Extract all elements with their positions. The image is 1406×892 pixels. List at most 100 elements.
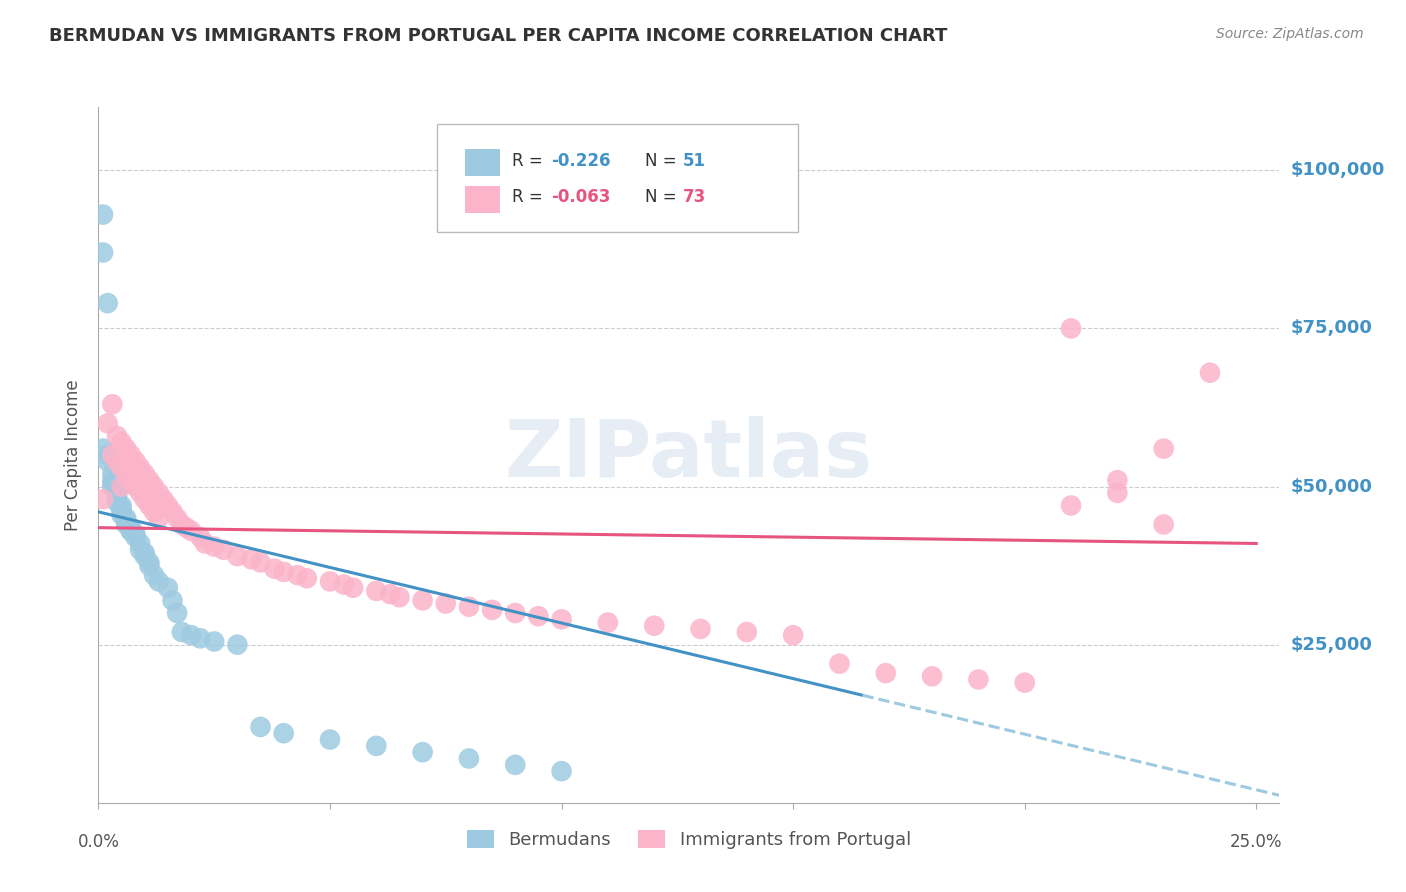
Point xyxy=(129,486,152,500)
Point xyxy=(101,473,124,487)
Point xyxy=(138,558,160,573)
Point xyxy=(782,628,804,642)
Point xyxy=(1060,499,1083,513)
Point xyxy=(124,527,146,541)
Point xyxy=(643,618,665,632)
Point xyxy=(134,492,156,507)
Legend: Bermudans, Immigrants from Portugal: Bermudans, Immigrants from Portugal xyxy=(460,822,918,856)
Point xyxy=(124,454,146,468)
Point xyxy=(91,208,114,222)
Text: $50,000: $50,000 xyxy=(1291,477,1372,496)
Point xyxy=(503,606,526,620)
Text: $75,000: $75,000 xyxy=(1291,319,1372,337)
Text: ZIPatlas: ZIPatlas xyxy=(505,416,873,494)
Point xyxy=(97,448,120,462)
Point xyxy=(380,587,402,601)
Text: 73: 73 xyxy=(683,188,706,206)
Text: -0.226: -0.226 xyxy=(551,152,610,169)
FancyBboxPatch shape xyxy=(437,124,797,232)
Point xyxy=(152,492,174,507)
Point xyxy=(240,552,263,566)
Point xyxy=(101,448,124,462)
Point xyxy=(110,479,132,493)
Point xyxy=(596,615,619,630)
Point xyxy=(202,634,225,648)
Point xyxy=(110,499,132,513)
Point xyxy=(226,549,249,563)
Point xyxy=(550,612,572,626)
Point xyxy=(166,511,188,525)
Text: $100,000: $100,000 xyxy=(1291,161,1385,179)
Point xyxy=(166,606,188,620)
Point xyxy=(105,492,128,507)
FancyBboxPatch shape xyxy=(464,150,501,176)
Point xyxy=(735,625,758,640)
Text: 51: 51 xyxy=(683,152,706,169)
Point xyxy=(91,492,114,507)
Point xyxy=(120,524,142,538)
Point xyxy=(1014,675,1036,690)
Point xyxy=(129,536,152,550)
Point xyxy=(689,622,711,636)
Point xyxy=(105,486,128,500)
Text: N =: N = xyxy=(645,188,682,206)
Point xyxy=(110,460,132,475)
Point xyxy=(263,562,285,576)
Point xyxy=(162,593,184,607)
Point xyxy=(249,720,271,734)
Point xyxy=(188,632,211,646)
Text: N =: N = xyxy=(645,152,682,169)
Point xyxy=(342,581,364,595)
Point xyxy=(143,479,166,493)
Point xyxy=(97,417,120,431)
Point xyxy=(249,556,271,570)
Point xyxy=(1199,366,1222,380)
Text: 25.0%: 25.0% xyxy=(1230,833,1282,851)
Point xyxy=(273,565,295,579)
Point xyxy=(124,479,146,493)
Point xyxy=(110,505,132,519)
Point xyxy=(366,583,388,598)
Point xyxy=(458,599,481,614)
Point xyxy=(115,442,138,456)
Point xyxy=(1060,321,1083,335)
Text: R =: R = xyxy=(512,188,548,206)
Point xyxy=(412,745,434,759)
Point xyxy=(176,521,198,535)
Point xyxy=(138,499,160,513)
Point xyxy=(120,473,142,487)
Point xyxy=(550,764,572,779)
Point xyxy=(105,495,128,509)
Point xyxy=(143,568,166,582)
Point xyxy=(527,609,550,624)
Point xyxy=(148,511,170,525)
Point xyxy=(481,603,503,617)
Text: $25,000: $25,000 xyxy=(1291,636,1372,654)
Point xyxy=(828,657,851,671)
Point xyxy=(101,397,124,411)
Point xyxy=(129,460,152,475)
Point xyxy=(97,296,120,310)
Point xyxy=(124,530,146,544)
Point xyxy=(115,511,138,525)
Point xyxy=(188,530,211,544)
Point xyxy=(115,517,138,532)
Point xyxy=(170,517,193,532)
Point xyxy=(134,467,156,481)
Point xyxy=(1107,473,1129,487)
Point xyxy=(120,521,142,535)
Text: -0.063: -0.063 xyxy=(551,188,610,206)
Point xyxy=(129,542,152,557)
Point xyxy=(134,546,156,560)
Y-axis label: Per Capita Income: Per Capita Income xyxy=(65,379,83,531)
Text: Source: ZipAtlas.com: Source: ZipAtlas.com xyxy=(1216,27,1364,41)
Point xyxy=(120,448,142,462)
Point xyxy=(967,673,990,687)
Point xyxy=(120,524,142,538)
Point xyxy=(434,597,457,611)
Point xyxy=(91,442,114,456)
Point xyxy=(101,476,124,491)
Point xyxy=(110,435,132,450)
Point xyxy=(202,540,225,554)
Point xyxy=(333,577,356,591)
